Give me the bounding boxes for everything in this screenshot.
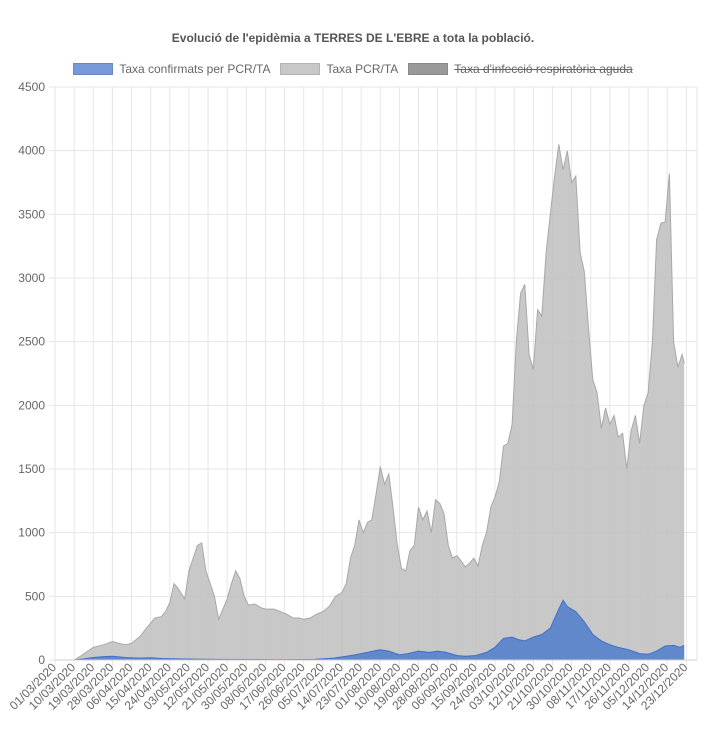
legend-swatch-confirmed: [73, 63, 114, 75]
series-area-confirmed: [55, 600, 685, 660]
legend-item-respiratory[interactable]: Taxa d'infecció respiratòria aguda: [408, 62, 633, 76]
y-tick-label: 4500: [18, 80, 45, 94]
data-areas: [55, 144, 685, 661]
y-tick-label: 0: [38, 653, 45, 667]
legend-item-pcr[interactable]: Taxa PCR/TA: [280, 62, 398, 76]
axes: 05001000150020002500300035004000450001/0…: [7, 80, 697, 713]
y-tick-label: 2500: [18, 335, 45, 349]
series-line-pcr: [55, 144, 685, 661]
legend-label-pcr: Taxa PCR/TA: [326, 62, 399, 76]
legend: Taxa confirmats per PCR/TA Taxa PCR/TA T…: [0, 62, 706, 76]
y-tick-label: 3000: [18, 271, 45, 285]
y-tick-label: 1500: [18, 462, 45, 476]
series-line-confirmed: [55, 599, 685, 661]
chart-title: Evolució de l'epidèmia a TERRES DE L'EBR…: [171, 31, 535, 45]
y-tick-label: 500: [25, 589, 45, 603]
legend-label-confirmed: Taxa confirmats per PCR/TA: [119, 62, 271, 76]
y-tick-label: 3500: [18, 207, 45, 221]
series-area-pcr: [55, 144, 685, 661]
y-tick-label: 2000: [18, 398, 45, 412]
legend-item-confirmed[interactable]: Taxa confirmats per PCR/TA: [73, 62, 270, 76]
y-tick-label: 4000: [18, 144, 45, 158]
legend-label-respiratory: Taxa d'infecció respiratòria aguda: [454, 62, 633, 76]
legend-swatch-respiratory: [408, 63, 449, 75]
y-tick-label: 1000: [18, 526, 45, 540]
legend-swatch-pcr: [280, 63, 321, 75]
